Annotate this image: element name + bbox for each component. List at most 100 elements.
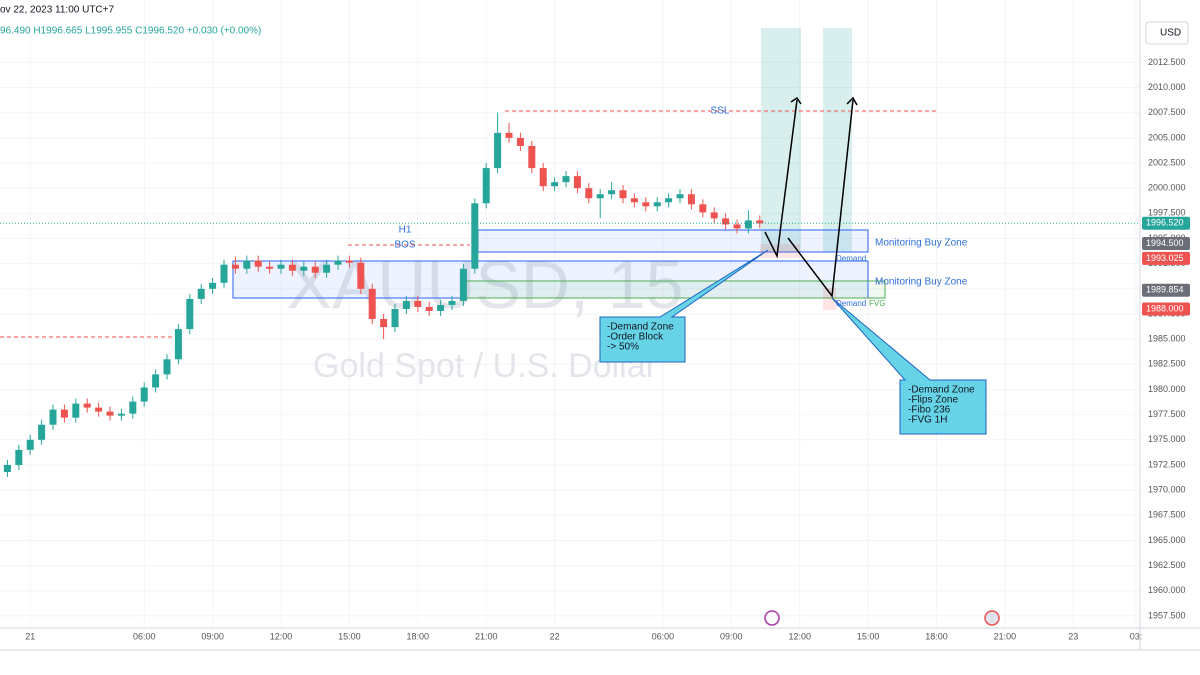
annotation: Demand (836, 254, 866, 263)
candle-body (368, 288, 376, 320)
y-tick-label: 1970.000 (1148, 484, 1186, 494)
y-tick-label: 1975.000 (1148, 434, 1186, 444)
y-tick-label: 2002.500 (1148, 157, 1186, 167)
price-label-bg (1142, 302, 1190, 316)
candle-body (26, 439, 34, 450)
annotation: FVG (869, 299, 885, 308)
candle-body (380, 319, 388, 328)
annotation: BOS (394, 240, 415, 251)
candle-body (243, 260, 251, 269)
candle-body (357, 262, 365, 289)
candle-body (152, 374, 160, 388)
candle-body (744, 220, 752, 229)
candle-body (345, 260, 353, 263)
x-tick-label: 21:00 (475, 631, 498, 641)
icons (764, 610, 1000, 626)
candle-body (608, 190, 616, 195)
candle-body (642, 202, 650, 207)
y-tick-label: 2010.000 (1148, 82, 1186, 92)
candle-body (573, 176, 581, 189)
candle-body (437, 304, 445, 311)
x-tick-label: 09:00 (201, 631, 224, 641)
candle-body (15, 449, 23, 465)
candle-body (95, 407, 103, 412)
demand-box (760, 244, 800, 258)
annotation: Monitoring Buy Zone (875, 238, 968, 249)
zone-box (232, 260, 869, 299)
callout-text: -Demand Zone (607, 322, 674, 333)
y-tick-label: 2005.000 (1148, 132, 1186, 142)
candle-body (163, 359, 171, 375)
demand-box (823, 288, 836, 310)
candle-body (72, 403, 80, 418)
y-tick-label: 1962.500 (1148, 560, 1186, 570)
candle-body (197, 288, 205, 299)
callout-box (599, 249, 769, 363)
header: ov 22, 2023 11:00 UTC+7 (0, 5, 114, 16)
candle-body (482, 168, 490, 204)
arrow-path (787, 99, 854, 298)
x-tick-label: 15:00 (338, 631, 361, 641)
candle-body (653, 202, 661, 207)
x-tick-label: 18:00 (925, 631, 948, 641)
price-label: 1994.500 (1146, 238, 1184, 248)
price-label: 1993.025 (1146, 253, 1184, 263)
callout-text: -FVG 1H (908, 415, 947, 426)
candle-body (596, 194, 604, 199)
price-label-bg (1142, 251, 1190, 265)
callout-text: -Fibo 236 (908, 405, 951, 416)
annotation: Demand (836, 299, 866, 308)
annotation: H1 (399, 225, 412, 236)
price-label: 1996.520 (1146, 218, 1184, 228)
y-tick-label: 1972.500 (1148, 459, 1186, 469)
candle-body (117, 413, 125, 416)
event-icon[interactable] (764, 610, 780, 626)
annotation: Monitoring Buy Zone (875, 277, 968, 288)
candle-body (733, 224, 741, 229)
candle-body (277, 264, 285, 269)
y-tick-label: 1985.000 (1148, 334, 1186, 344)
x-tick-label: 06:00 (133, 631, 156, 641)
candle-body (209, 282, 217, 289)
y-tick-label: 1965.000 (1148, 535, 1186, 545)
price-label: 1988.000 (1146, 303, 1184, 313)
candle-body (471, 203, 479, 269)
arrow-head (790, 96, 802, 105)
candle-body (516, 137, 524, 146)
y-tick-label: 1980.000 (1148, 384, 1186, 394)
x-tick-label: 15:00 (857, 631, 880, 641)
candle-body (619, 190, 627, 199)
y-tick-label: 1957.500 (1148, 610, 1186, 620)
candle-body (414, 300, 422, 307)
callout-text: -Flips Zone (908, 395, 958, 406)
target-column (761, 28, 801, 252)
zone-box (477, 229, 869, 253)
y-tick-label: 1960.000 (1148, 585, 1186, 595)
candle-body (300, 266, 308, 271)
candle-body (459, 268, 467, 301)
y-tick-label: 2012.500 (1148, 57, 1186, 67)
candle-body (266, 266, 274, 269)
candle-body (722, 218, 730, 225)
price-label-bg (1142, 283, 1190, 297)
candle-body (129, 401, 137, 414)
currency: USD (1160, 28, 1181, 39)
y-tick-label: 1997.500 (1148, 208, 1186, 218)
price-label-bg (1142, 216, 1190, 230)
x-tick-label: 09:00 (720, 631, 743, 641)
x-tick-label: 22 (550, 631, 560, 641)
x-tick-label: 21 (25, 631, 35, 641)
candle-body (687, 194, 695, 205)
y-tick-label: 2000.000 (1148, 183, 1186, 193)
x-tick-label: 18:00 (407, 631, 430, 641)
candle-body (60, 409, 68, 418)
currency-button[interactable] (1145, 21, 1189, 45)
annotation: SSL (711, 106, 730, 117)
flag-icon[interactable] (984, 610, 1000, 626)
price-axis-bg (1140, 0, 1200, 650)
callout-text: -Order Block (607, 332, 664, 343)
candles (3, 112, 764, 478)
y-tick-label: 1967.500 (1148, 510, 1186, 520)
x-tick-label: 03: (1130, 631, 1143, 641)
